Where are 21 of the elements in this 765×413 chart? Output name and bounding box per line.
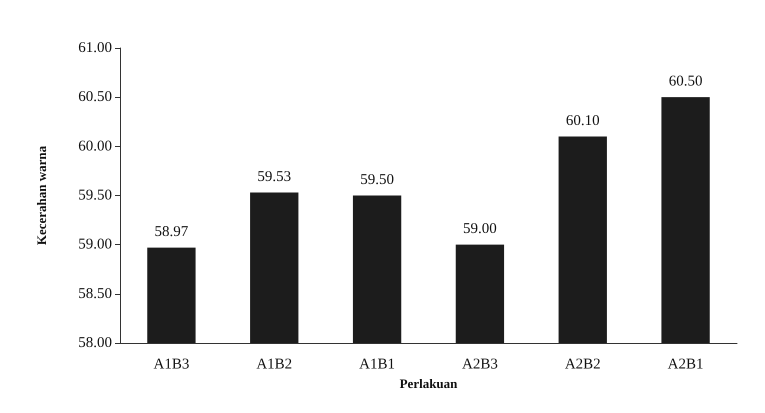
x-axis-title: Perlakuan [400, 376, 458, 391]
y-tick-label: 59.00 [78, 236, 112, 253]
y-tick-label: 60.50 [78, 89, 112, 106]
y-tick-label: 58.00 [78, 335, 112, 351]
data-label: 59.50 [360, 172, 394, 188]
data-label: 59.00 [463, 221, 497, 238]
x-tick-label: A1B3 [153, 356, 190, 372]
data-label: 59.53 [257, 169, 292, 186]
x-tick-label: A1B2 [256, 356, 292, 372]
data-label: 60.50 [668, 74, 702, 90]
y-tick-label: 60.00 [78, 138, 112, 154]
x-tick-label: A2B3 [462, 356, 498, 372]
x-tick-label: A2B2 [564, 356, 601, 372]
y-axis-title: Kecerahan warna [34, 145, 49, 246]
y-tick-label: 61.00 [78, 40, 112, 56]
y-tick-label: 59.50 [78, 188, 112, 204]
y-tick-label: 58.50 [78, 286, 112, 302]
data-label: 58.97 [154, 224, 189, 240]
data-label: 60.10 [566, 113, 600, 129]
x-tick-label: A2B1 [668, 356, 704, 372]
x-tick-label: A1B1 [359, 356, 396, 372]
